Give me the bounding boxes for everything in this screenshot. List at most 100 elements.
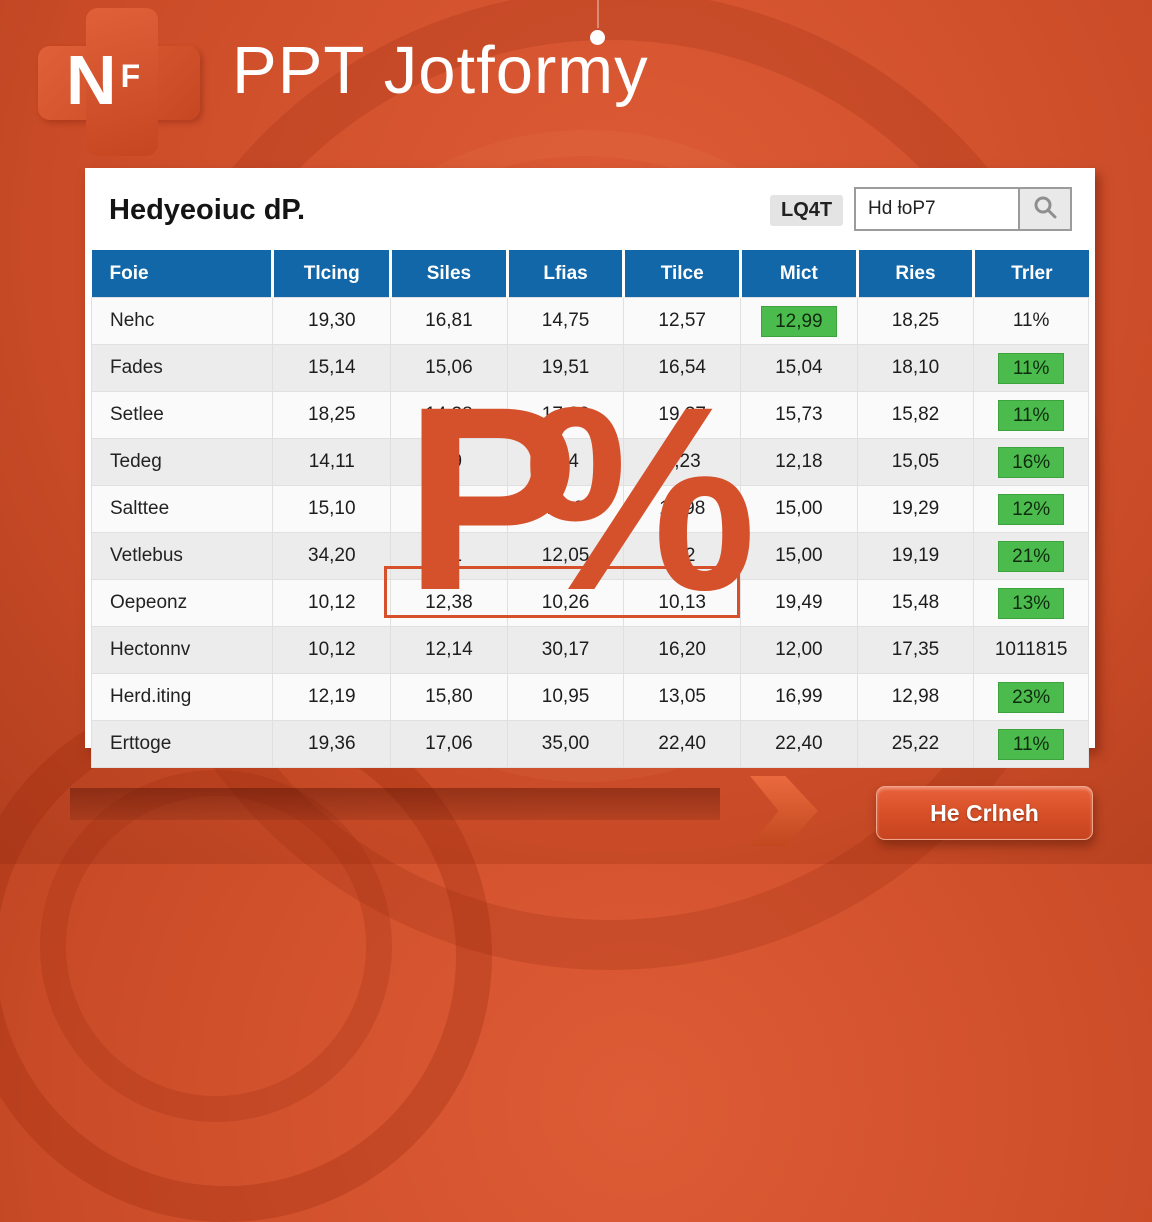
row-label[interactable]: Fades [90, 344, 274, 392]
row-label[interactable]: Setlee [90, 391, 274, 439]
cell[interactable]: 7,23 [623, 438, 742, 486]
cell[interactable]: 35,00 [506, 720, 625, 768]
green-percent-badge: 21% [998, 540, 1065, 572]
cell[interactable]: 15,04 [740, 344, 858, 392]
cell[interactable]: 25,22 [856, 720, 975, 768]
column-header[interactable]: Tilce [622, 250, 741, 298]
cell[interactable]: 14,11 [272, 438, 392, 486]
cell[interactable]: 30,17 [506, 626, 625, 674]
row-label[interactable]: Tedeg [90, 438, 274, 486]
column-header[interactable]: Trler [972, 250, 1089, 298]
cell[interactable]: 18,25 [272, 391, 392, 439]
cell[interactable]: 10,95 [506, 673, 625, 721]
green-percent-badge: 11% [998, 399, 1065, 431]
cell[interactable]: 12,14 [390, 626, 508, 674]
cell[interactable]: 12,05 [506, 532, 625, 580]
cell[interactable]: 12,18 [740, 438, 858, 486]
cell-highlighted[interactable]: 23% [973, 673, 1089, 721]
cell[interactable]: 18,25 [856, 297, 975, 345]
search-input[interactable] [856, 189, 1018, 229]
cell[interactable]: 2,9 [390, 438, 508, 486]
green-percent-badge: 23% [998, 681, 1065, 713]
cell[interactable]: 15,82 [856, 391, 975, 439]
cell[interactable]: 16,20 [623, 626, 742, 674]
cell[interactable]: 15,00 [740, 485, 858, 533]
cell[interactable]: 19,19 [856, 532, 975, 580]
cell[interactable]: 12,57 [623, 297, 742, 345]
column-header[interactable]: Siles [389, 250, 508, 298]
cell[interactable]: 12,00 [740, 626, 858, 674]
cell[interactable]: 15,00 [740, 532, 858, 580]
cell[interactable]: 17,38 [506, 391, 625, 439]
logo-cross-vertical [86, 8, 158, 156]
cell[interactable]: 19,29 [856, 485, 975, 533]
row-label[interactable]: Salttee [90, 485, 274, 533]
cell[interactable]: 2,00 [506, 485, 625, 533]
cell[interactable]: 12,98 [856, 673, 975, 721]
cell[interactable]: 34,20 [272, 532, 392, 580]
table-row: Fades 15,14 15,06 19,51 16,54 15,04 18,1… [90, 344, 1089, 392]
cell[interactable]: 1,1 [390, 532, 508, 580]
cell-highlighted[interactable]: 16% [973, 438, 1089, 486]
cell[interactable]: 15,06 [390, 344, 508, 392]
cell[interactable]: 17,35 [856, 626, 975, 674]
column-header[interactable]: Ries [855, 250, 974, 298]
cell[interactable]: 19,51 [506, 344, 625, 392]
column-header[interactable]: Lfias [505, 250, 624, 298]
cell[interactable]: 1,0 [390, 485, 508, 533]
cell[interactable]: 13,05 [623, 673, 742, 721]
cell[interactable]: 1,2 [623, 532, 742, 580]
row-label[interactable]: Vetlebus [90, 532, 274, 580]
cell-highlighted[interactable]: 11% [973, 720, 1089, 768]
cell[interactable]: 12,19 [272, 673, 392, 721]
row-label[interactable]: Oepeonz [90, 579, 274, 627]
row-label[interactable]: Nehc [90, 297, 274, 345]
cell[interactable]: 10,12 [272, 579, 392, 627]
column-header[interactable]: Tlcing [271, 250, 391, 298]
cell[interactable]: 22,40 [740, 720, 858, 768]
cell-highlighted[interactable]: 12% [973, 485, 1089, 533]
cell[interactable]: 18,10 [856, 344, 975, 392]
cell[interactable]: 19,30 [272, 297, 392, 345]
cell-highlighted[interactable]: 11% [973, 344, 1089, 392]
cell[interactable]: 19,49 [740, 579, 858, 627]
cell[interactable]: 19,37 [623, 391, 742, 439]
cell[interactable]: 10,13 [623, 579, 742, 627]
cell[interactable]: 19,36 [272, 720, 392, 768]
cell[interactable]: 15,05 [856, 438, 975, 486]
cell[interactable]: 0,4 [506, 438, 625, 486]
cell[interactable]: 14,75 [506, 297, 625, 345]
cell[interactable]: 11,98 [623, 485, 742, 533]
cell[interactable]: 15,48 [856, 579, 975, 627]
cell[interactable]: 17,06 [390, 720, 508, 768]
cell-highlighted[interactable]: 12,99 [740, 297, 858, 345]
cell[interactable]: 14,38 [390, 391, 508, 439]
cell[interactable]: 16,54 [623, 344, 742, 392]
cell[interactable]: 10,26 [506, 579, 625, 627]
filter-badge[interactable]: LQ4T [770, 195, 844, 226]
cell-highlighted[interactable]: 11% [973, 391, 1089, 439]
cell[interactable]: 15,80 [390, 673, 508, 721]
green-percent-badge: 13% [998, 587, 1065, 619]
cell[interactable]: 15,73 [740, 391, 858, 439]
cell[interactable]: 16,81 [390, 297, 508, 345]
cell[interactable]: 15,10 [272, 485, 392, 533]
cta-button[interactable]: He Crlneh [876, 786, 1093, 840]
cell[interactable]: 11% [973, 297, 1089, 345]
table-header-row: Foie Tlcing Siles Lfias Tilce Mict Ries … [91, 250, 1089, 298]
cell-highlighted[interactable]: 13% [973, 579, 1089, 627]
cell[interactable]: 16,99 [740, 673, 858, 721]
cell[interactable]: 10,12 [272, 626, 392, 674]
cell-highlighted[interactable]: 21% [973, 532, 1089, 580]
cell[interactable]: 22,40 [623, 720, 742, 768]
column-header[interactable]: Foie [91, 250, 273, 298]
cell[interactable]: 1011815 [973, 626, 1089, 674]
row-label[interactable]: Herd.iting [90, 673, 274, 721]
search-button[interactable] [1018, 189, 1070, 229]
cell[interactable]: 15,14 [272, 344, 392, 392]
row-label[interactable]: Erttoge [90, 720, 274, 768]
row-label[interactable]: Hectonnv [90, 626, 274, 674]
slide-title: PPT Jotformy [232, 33, 649, 108]
cell[interactable]: 12,38 [390, 579, 508, 627]
column-header[interactable]: Mict [739, 250, 858, 298]
